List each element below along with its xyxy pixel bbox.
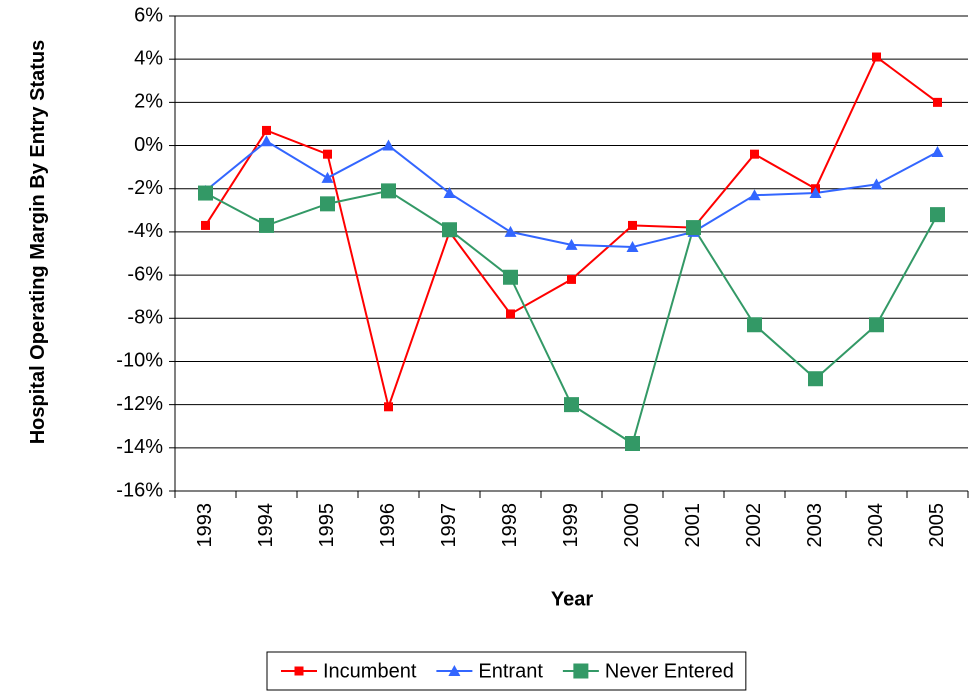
data-point	[870, 178, 883, 190]
x-tick-label: 1997	[438, 503, 460, 548]
y-tick-label: -12%	[116, 393, 163, 415]
x-tick-label: 1999	[560, 503, 582, 548]
legend-marker	[448, 665, 461, 676]
x-tick-label: 1998	[499, 503, 521, 548]
y-tick-label: -16%	[116, 479, 163, 501]
data-point	[262, 125, 271, 135]
y-tick-label: 0%	[134, 134, 163, 156]
data-point	[567, 274, 576, 284]
x-tick-label: 2005	[926, 503, 948, 548]
data-point	[564, 397, 579, 413]
x-tick-label: 2000	[621, 503, 643, 548]
legend-label: Never Entered	[605, 660, 734, 682]
data-point	[809, 187, 822, 199]
data-point	[747, 317, 762, 333]
x-tick-label: 1994	[255, 503, 277, 548]
data-point	[931, 146, 944, 158]
x-tick-label: 2003	[804, 503, 826, 548]
legend-marker	[573, 663, 589, 679]
data-point	[382, 139, 395, 151]
x-tick-label: 1995	[316, 503, 338, 548]
legend: Incumbent Entrant Never Entered	[266, 651, 747, 691]
data-point	[323, 149, 332, 159]
x-tick-label: 2004	[865, 503, 887, 548]
y-axis-label: Hospital Operating Margin By Entry Statu…	[27, 39, 49, 445]
data-point	[442, 222, 457, 238]
y-tick-label: -10%	[116, 350, 163, 372]
y-tick-label: -8%	[127, 307, 163, 329]
data-point	[933, 97, 942, 107]
data-point	[872, 52, 881, 62]
data-point	[750, 149, 759, 159]
x-axis-label: Year	[551, 588, 593, 610]
data-point	[504, 225, 517, 237]
data-point	[686, 220, 701, 236]
x-tick-label: 2001	[682, 503, 704, 548]
y-tick-label: -6%	[127, 263, 163, 285]
y-tick-label: 6%	[134, 4, 163, 26]
data-point	[201, 220, 210, 230]
data-point	[748, 189, 761, 201]
data-point	[565, 238, 578, 250]
data-point	[320, 196, 335, 212]
series-line	[204, 140, 938, 249]
y-tick-label: -14%	[116, 436, 163, 458]
data-point	[625, 436, 640, 451]
y-tick-label: -4%	[127, 220, 163, 242]
data-point	[503, 269, 518, 285]
x-tick-label: 1996	[377, 503, 399, 548]
legend-label: Incumbent	[323, 660, 417, 682]
data-point	[626, 241, 639, 253]
x-tick-label: 2002	[743, 503, 765, 548]
data-point	[443, 187, 456, 199]
data-point	[930, 207, 945, 223]
legend-label: Entrant	[478, 660, 543, 682]
data-point	[260, 135, 273, 147]
data-point	[628, 220, 637, 230]
y-tick-label: 2%	[134, 91, 163, 113]
data-point	[869, 317, 884, 333]
data-point	[198, 185, 213, 201]
legend-marker	[294, 666, 304, 676]
data-point	[259, 217, 274, 233]
data-point	[808, 371, 823, 387]
data-point	[321, 171, 334, 183]
y-tick-label: -2%	[127, 177, 163, 199]
data-point	[384, 402, 393, 412]
legend-box	[266, 651, 747, 691]
x-tick-label: 1993	[194, 503, 216, 548]
data-point	[506, 309, 515, 319]
data-point	[381, 183, 396, 199]
y-tick-label: 4%	[134, 47, 163, 69]
